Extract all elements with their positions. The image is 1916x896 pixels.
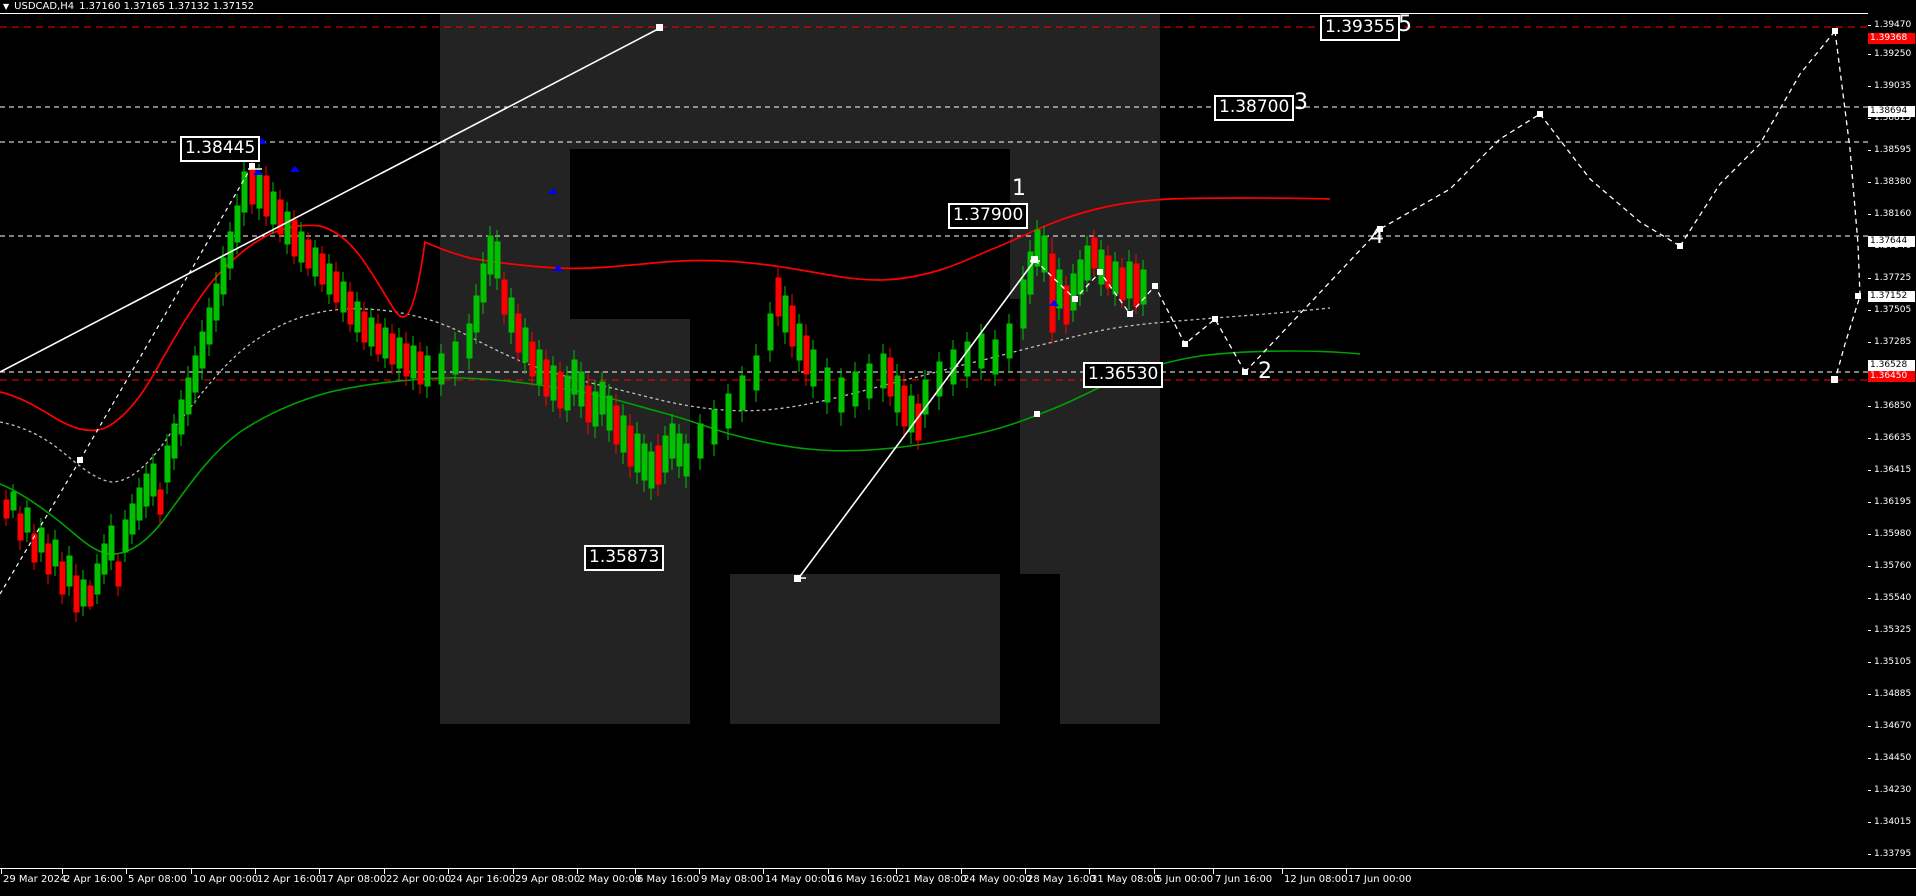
watermark-block-5 <box>690 574 730 724</box>
price-tick: 1.38815 <box>1868 113 1911 124</box>
plot-top-border <box>0 13 1868 14</box>
level-price-highlight: 1.37644 <box>1868 236 1915 247</box>
price-tick: 1.34885 <box>1868 689 1911 700</box>
price-tick: 1.36415 <box>1868 465 1911 476</box>
symbol-period-label: USDCAD,H4 <box>14 1 75 12</box>
price-chart-plot[interactable]: 1.38445 1.37900 1.36530 1.35873 1.38700 … <box>0 14 1868 868</box>
time-tick: 17 Jun 00:00 <box>1346 869 1412 886</box>
time-axis[interactable]: 29 Mar 2024 2 Apr 16:00 5 Apr 08:00 10 A… <box>0 869 1916 896</box>
trendline-wave1[interactable] <box>794 256 1040 582</box>
time-tick: 10 Apr 00:00 <box>191 869 258 886</box>
price-tick: 1.37505 <box>1868 305 1911 316</box>
time-tick: 31 May 08:00 <box>1089 869 1160 886</box>
elliott-wave-nodes <box>1072 28 1861 383</box>
price-tick: 1.34670 <box>1868 721 1911 732</box>
wave-number-2: 2 <box>1258 359 1272 384</box>
time-tick: 5 Jun 00:00 <box>1154 869 1213 886</box>
price-tick: 1.35980 <box>1868 529 1911 540</box>
price-axis[interactable]: 1.39470 1.39250 1.39035 1.38815 1.38595 … <box>1868 14 1916 868</box>
price-label-139355[interactable]: 1.39355 <box>1320 15 1401 41</box>
bid-price-highlight: 1.37152 <box>1868 291 1915 302</box>
chart-titlebar: ▼ USDCAD,H4 1.37160 1.37165 1.37132 1.37… <box>0 0 1916 14</box>
time-tick: 17 Apr 08:00 <box>319 869 386 886</box>
time-tick: 6 May 16:00 <box>635 869 699 886</box>
time-axis-border <box>0 868 1916 869</box>
time-tick: 5 Apr 08:00 <box>126 869 187 886</box>
wave-number-3: 3 <box>1294 90 1308 115</box>
price-tick: 1.34450 <box>1868 753 1911 764</box>
level-price-highlight: 1.38694 <box>1868 106 1915 117</box>
time-tick: 24 Apr 16:00 <box>448 869 515 886</box>
price-tick: 1.36195 <box>1868 497 1911 508</box>
ask-price-highlight-2: 1.36450 <box>1868 371 1915 382</box>
trendline-primary[interactable] <box>0 24 663 373</box>
label-leader-lines <box>248 168 1040 579</box>
ma-fast-line <box>0 197 1331 432</box>
price-tick: 1.37725 <box>1868 273 1911 284</box>
level-price-highlight: 1.36528 <box>1868 360 1915 371</box>
price-tick: 1.35105 <box>1868 657 1911 668</box>
time-tick: 9 May 08:00 <box>699 869 763 886</box>
time-tick: 12 Apr 16:00 <box>255 869 322 886</box>
time-tick: 21 May 08:00 <box>896 869 967 886</box>
ohlc-values: 1.37160 1.37165 1.37132 1.37152 <box>79 1 255 12</box>
time-tick: 2 May 00:00 <box>577 869 641 886</box>
time-tick: 29 Apr 08:00 <box>513 869 580 886</box>
price-label-138700[interactable]: 1.38700 <box>1214 95 1295 121</box>
price-tick: 1.39035 <box>1868 81 1911 92</box>
price-tick: 1.35760 <box>1868 561 1911 572</box>
price-label-138445[interactable]: 1.38445 <box>180 136 261 162</box>
chevron-down-icon[interactable]: ▼ <box>3 2 10 11</box>
time-tick: 14 May 00:00 <box>763 869 834 886</box>
price-label-135873[interactable]: 1.35873 <box>584 545 665 571</box>
price-tick: 1.35325 <box>1868 625 1911 636</box>
wave-number-5: 5 <box>1398 14 1412 37</box>
candlestick-series <box>3 158 1147 622</box>
time-tick: 2 Apr 16:00 <box>62 869 123 886</box>
wave-number-4: 4 <box>1370 224 1384 249</box>
price-label-137900[interactable]: 1.37900 <box>948 203 1029 229</box>
watermark-block-6 <box>1000 574 1060 724</box>
time-tick: 16 May 16:00 <box>828 869 899 886</box>
price-label-136530[interactable]: 1.36530 <box>1083 362 1164 388</box>
elliott-wave-projection[interactable] <box>1034 30 1861 381</box>
time-tick: 28 May 16:00 <box>1025 869 1096 886</box>
price-tick: 1.36635 <box>1868 433 1911 444</box>
fractal-markers <box>253 138 1059 306</box>
trendline-left-dashed[interactable] <box>0 163 255 595</box>
price-tick: 1.38595 <box>1868 145 1911 156</box>
price-tick: 1.34230 <box>1868 785 1911 796</box>
watermark-block-2 <box>570 149 1010 319</box>
price-tick: 1.33795 <box>1868 849 1911 860</box>
time-tick: 7 Jun 16:00 <box>1213 869 1272 886</box>
price-tick: 1.38380 <box>1868 177 1911 188</box>
wave-number-1: 1 <box>1012 176 1026 201</box>
chart-canvas <box>0 24 1868 622</box>
price-tick: 1.37285 <box>1868 337 1911 348</box>
price-tick: 1.39250 <box>1868 49 1911 60</box>
time-tick: 29 Mar 2024 <box>1 869 66 886</box>
price-tick: 1.39470 <box>1868 20 1911 31</box>
time-tick: 12 Jun 08:00 <box>1282 869 1348 886</box>
time-tick: 24 May 00:00 <box>961 869 1032 886</box>
ask-price-highlight: 1.39368 <box>1868 33 1915 44</box>
price-tick: 1.36850 <box>1868 401 1911 412</box>
price-tick: 1.34015 <box>1868 817 1911 828</box>
price-tick: 1.38160 <box>1868 209 1911 220</box>
watermark-block-4 <box>690 444 1020 574</box>
price-tick: 1.35540 <box>1868 593 1911 604</box>
time-tick: 22 Apr 00:00 <box>384 869 451 886</box>
